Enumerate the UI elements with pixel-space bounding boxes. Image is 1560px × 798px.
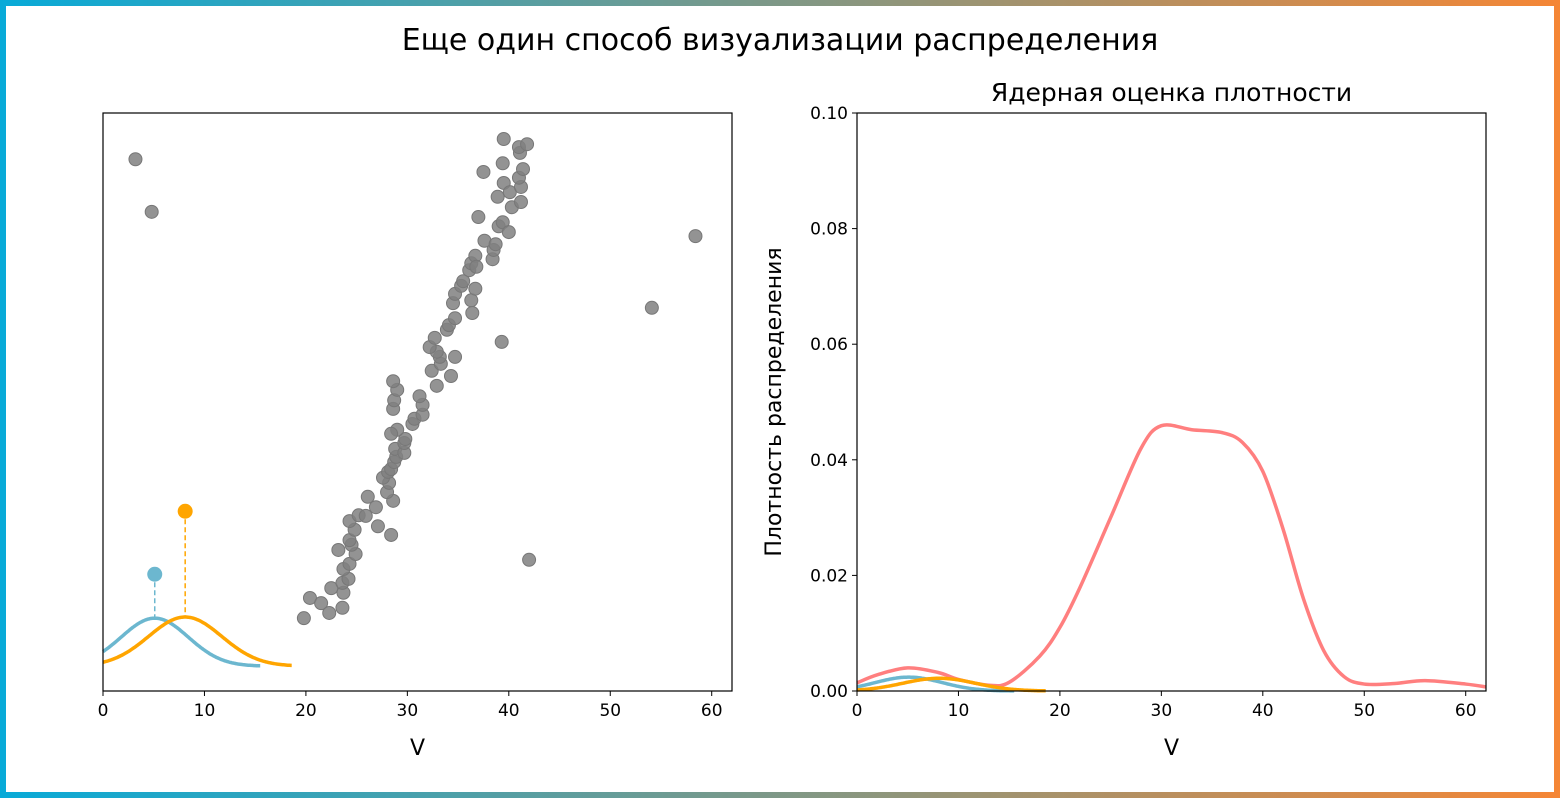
- scatter-point: [427, 330, 442, 345]
- y-tick-label: 0.06: [810, 335, 848, 355]
- y-tick-label: 0.10: [810, 104, 848, 124]
- x-tick-label: 40: [1252, 701, 1274, 721]
- scatter-point: [490, 189, 505, 204]
- x-tick-label: 10: [948, 701, 970, 721]
- red-density-line: [856, 423, 1487, 689]
- axes-frame: [856, 112, 1487, 692]
- x-tick-label: 0: [852, 701, 863, 721]
- scatter-point: [516, 162, 531, 177]
- scatter-point: [464, 293, 479, 308]
- scatter-point: [398, 431, 413, 446]
- scatter-point: [386, 374, 401, 389]
- scatter-point: [495, 156, 510, 171]
- scatter-point: [448, 349, 463, 364]
- orange-highlighted-point: [177, 503, 193, 519]
- x-axis-label: V: [410, 736, 425, 761]
- x-tick-label: 20: [1049, 701, 1071, 721]
- scatter-point: [360, 489, 375, 504]
- scatter-point: [469, 259, 484, 274]
- x-tick-label: 50: [599, 701, 621, 721]
- orange-density-line: [856, 676, 1046, 693]
- scatter-point: [335, 600, 350, 615]
- scatter-panel: 0 10 20 30 40 50 60 V: [98, 112, 733, 761]
- scatter-point: [331, 542, 346, 557]
- scatter-point: [501, 225, 516, 240]
- scatter-point: [471, 210, 486, 225]
- scatter-point: [412, 389, 427, 404]
- scatter-point: [496, 132, 511, 147]
- y-tick-label: 0.00: [810, 682, 848, 702]
- blue-density-line: [856, 675, 1015, 693]
- blue-kernel-curve: [101, 616, 261, 668]
- scatter-point: [443, 368, 458, 383]
- scatter-point: [644, 300, 659, 315]
- scatter-point: [688, 229, 703, 244]
- scatter-point: [456, 274, 471, 289]
- scatter-point: [384, 426, 399, 441]
- x-tick-label: 0: [98, 701, 109, 721]
- scatter-point: [358, 508, 373, 523]
- scatter-point: [314, 596, 329, 611]
- scatter-point: [513, 195, 528, 210]
- blue-highlighted-point: [147, 566, 163, 582]
- scatter-point: [144, 204, 159, 219]
- y-tick-label: 0.02: [810, 566, 848, 586]
- x-tick-label: 50: [1353, 701, 1375, 721]
- scatter-point: [128, 152, 143, 167]
- scatter-point: [465, 305, 480, 320]
- scatter-point: [370, 519, 385, 534]
- x-tick-label: 30: [1151, 701, 1173, 721]
- x-tick-label: 10: [194, 701, 216, 721]
- axes-frame: [102, 112, 733, 692]
- x-axis-label: V: [1164, 736, 1179, 761]
- y-tick-label: 0.08: [810, 220, 848, 240]
- figure-title: Еще один способ визуализации распределен…: [402, 23, 1159, 58]
- scatter-point: [368, 500, 383, 515]
- scatter-point: [488, 237, 503, 252]
- scatter-point: [476, 164, 491, 179]
- x-tick-label: 30: [397, 701, 419, 721]
- x-tick-label: 40: [498, 701, 520, 721]
- axes-title: Ядерная оценка плотности: [991, 78, 1352, 107]
- y-axis-label: Плотность распределения: [762, 247, 787, 556]
- y-tick-label: 0.04: [810, 451, 848, 471]
- scatter-point: [448, 311, 463, 326]
- kde-panel: 0.00 0.02 0.04 0.06 0.08 0.10 Плотность распре…: [762, 78, 1487, 761]
- scatter-point: [296, 611, 311, 626]
- scatter-point: [322, 605, 337, 620]
- x-tick-label: 20: [295, 701, 317, 721]
- scatter-point: [468, 281, 483, 296]
- scatter-point: [520, 137, 535, 152]
- scatter-point: [384, 527, 399, 542]
- orange-kernel-curve: [102, 615, 292, 668]
- scatter-point: [429, 378, 444, 393]
- x-tick-label: 60: [701, 701, 723, 721]
- scatter-point: [494, 334, 509, 349]
- x-tick-label: 60: [1455, 701, 1477, 721]
- scatter-point: [522, 552, 537, 567]
